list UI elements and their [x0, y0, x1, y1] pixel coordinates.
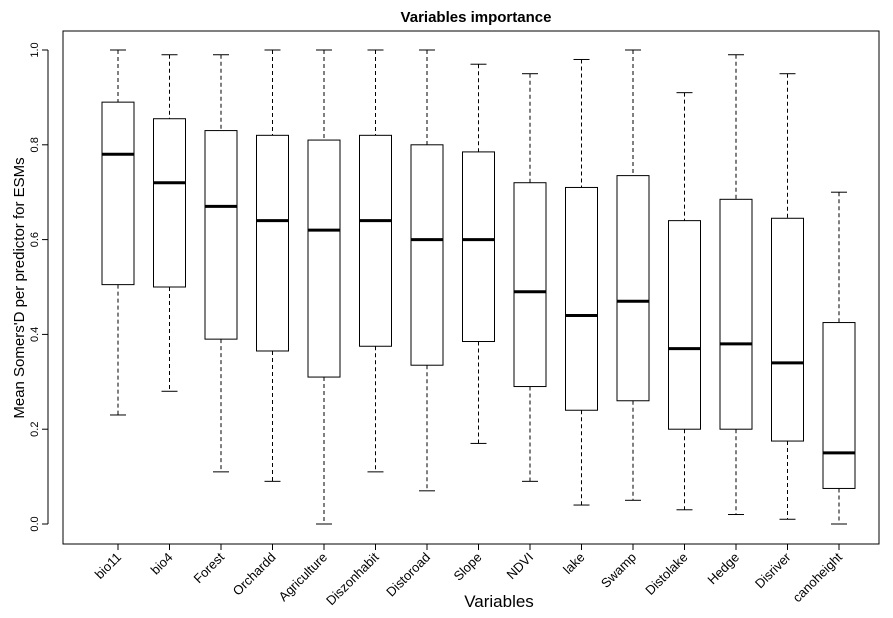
box-Disriver [771, 73, 804, 520]
iqr-box [462, 151, 495, 343]
box-Orchardd [256, 49, 289, 482]
iqr-box [256, 134, 289, 352]
y-tick-label: 1.0 [29, 42, 41, 57]
x-tick-label: Agriculture [276, 550, 331, 605]
iqr-box [771, 217, 804, 442]
iqr-box [565, 186, 598, 411]
box-canoheight [822, 191, 856, 525]
boxes-group [101, 49, 856, 525]
y-axis-label: Mean Somers'D per predictor for ESMs [11, 157, 28, 418]
iqr-box [719, 198, 753, 430]
x-tick-label: bio4 [148, 550, 176, 578]
iqr-box [101, 101, 135, 286]
iqr-box [668, 220, 701, 430]
x-tick-label: Forest [190, 549, 227, 586]
box-Hedge [719, 54, 753, 516]
y-tick-label: 0.6 [29, 232, 41, 247]
box-Slope [462, 63, 495, 444]
iqr-box [204, 130, 238, 340]
x-tick-label: lake [560, 550, 587, 577]
x-tick-label: Orchardd [230, 550, 279, 599]
x-axis-label: Variables [464, 592, 534, 611]
iqr-box [307, 139, 341, 378]
box-Forest [204, 54, 238, 473]
x-tick-label: Swamp [598, 550, 639, 591]
box-lake [565, 58, 598, 506]
x-tick-label: Slope [451, 550, 485, 584]
x-tick-label: NDVI [504, 550, 537, 583]
chart-title: Variables importance [401, 9, 552, 26]
y-tick-label: 0.0 [29, 516, 41, 531]
y-tick-label: 0.2 [29, 422, 41, 437]
iqr-box [359, 134, 392, 347]
x-tick-label: Diszonhabit [323, 549, 382, 608]
x-tick-label: Distoroad [383, 550, 433, 600]
box-Agriculture [307, 49, 341, 525]
y-tick-label: 0.4 [29, 327, 41, 342]
box-bio4 [153, 54, 186, 392]
box-Distoroad [410, 49, 444, 492]
y-tick-label: 0.8 [29, 137, 41, 152]
x-tick-label: Distolake [642, 550, 690, 598]
iqr-box [822, 322, 856, 489]
x-tick-label: bio11 [92, 550, 124, 582]
box-Diszonhabit [359, 49, 392, 473]
iqr-box [153, 118, 186, 288]
box-bio11 [101, 49, 135, 416]
iqr-box [410, 144, 444, 366]
iqr-box [616, 175, 650, 402]
y-axis: 0.0 0.2 0.4 0.6 0.8 1.0 [29, 42, 49, 532]
box-Swamp [616, 49, 650, 501]
iqr-box [513, 182, 547, 388]
x-tick-label: Disriver [752, 549, 794, 591]
box-Distolake [668, 92, 701, 511]
x-tick-label: Hedge [704, 550, 742, 588]
box-NDVI [513, 73, 547, 482]
x-tick-label: canoheight [790, 549, 846, 605]
